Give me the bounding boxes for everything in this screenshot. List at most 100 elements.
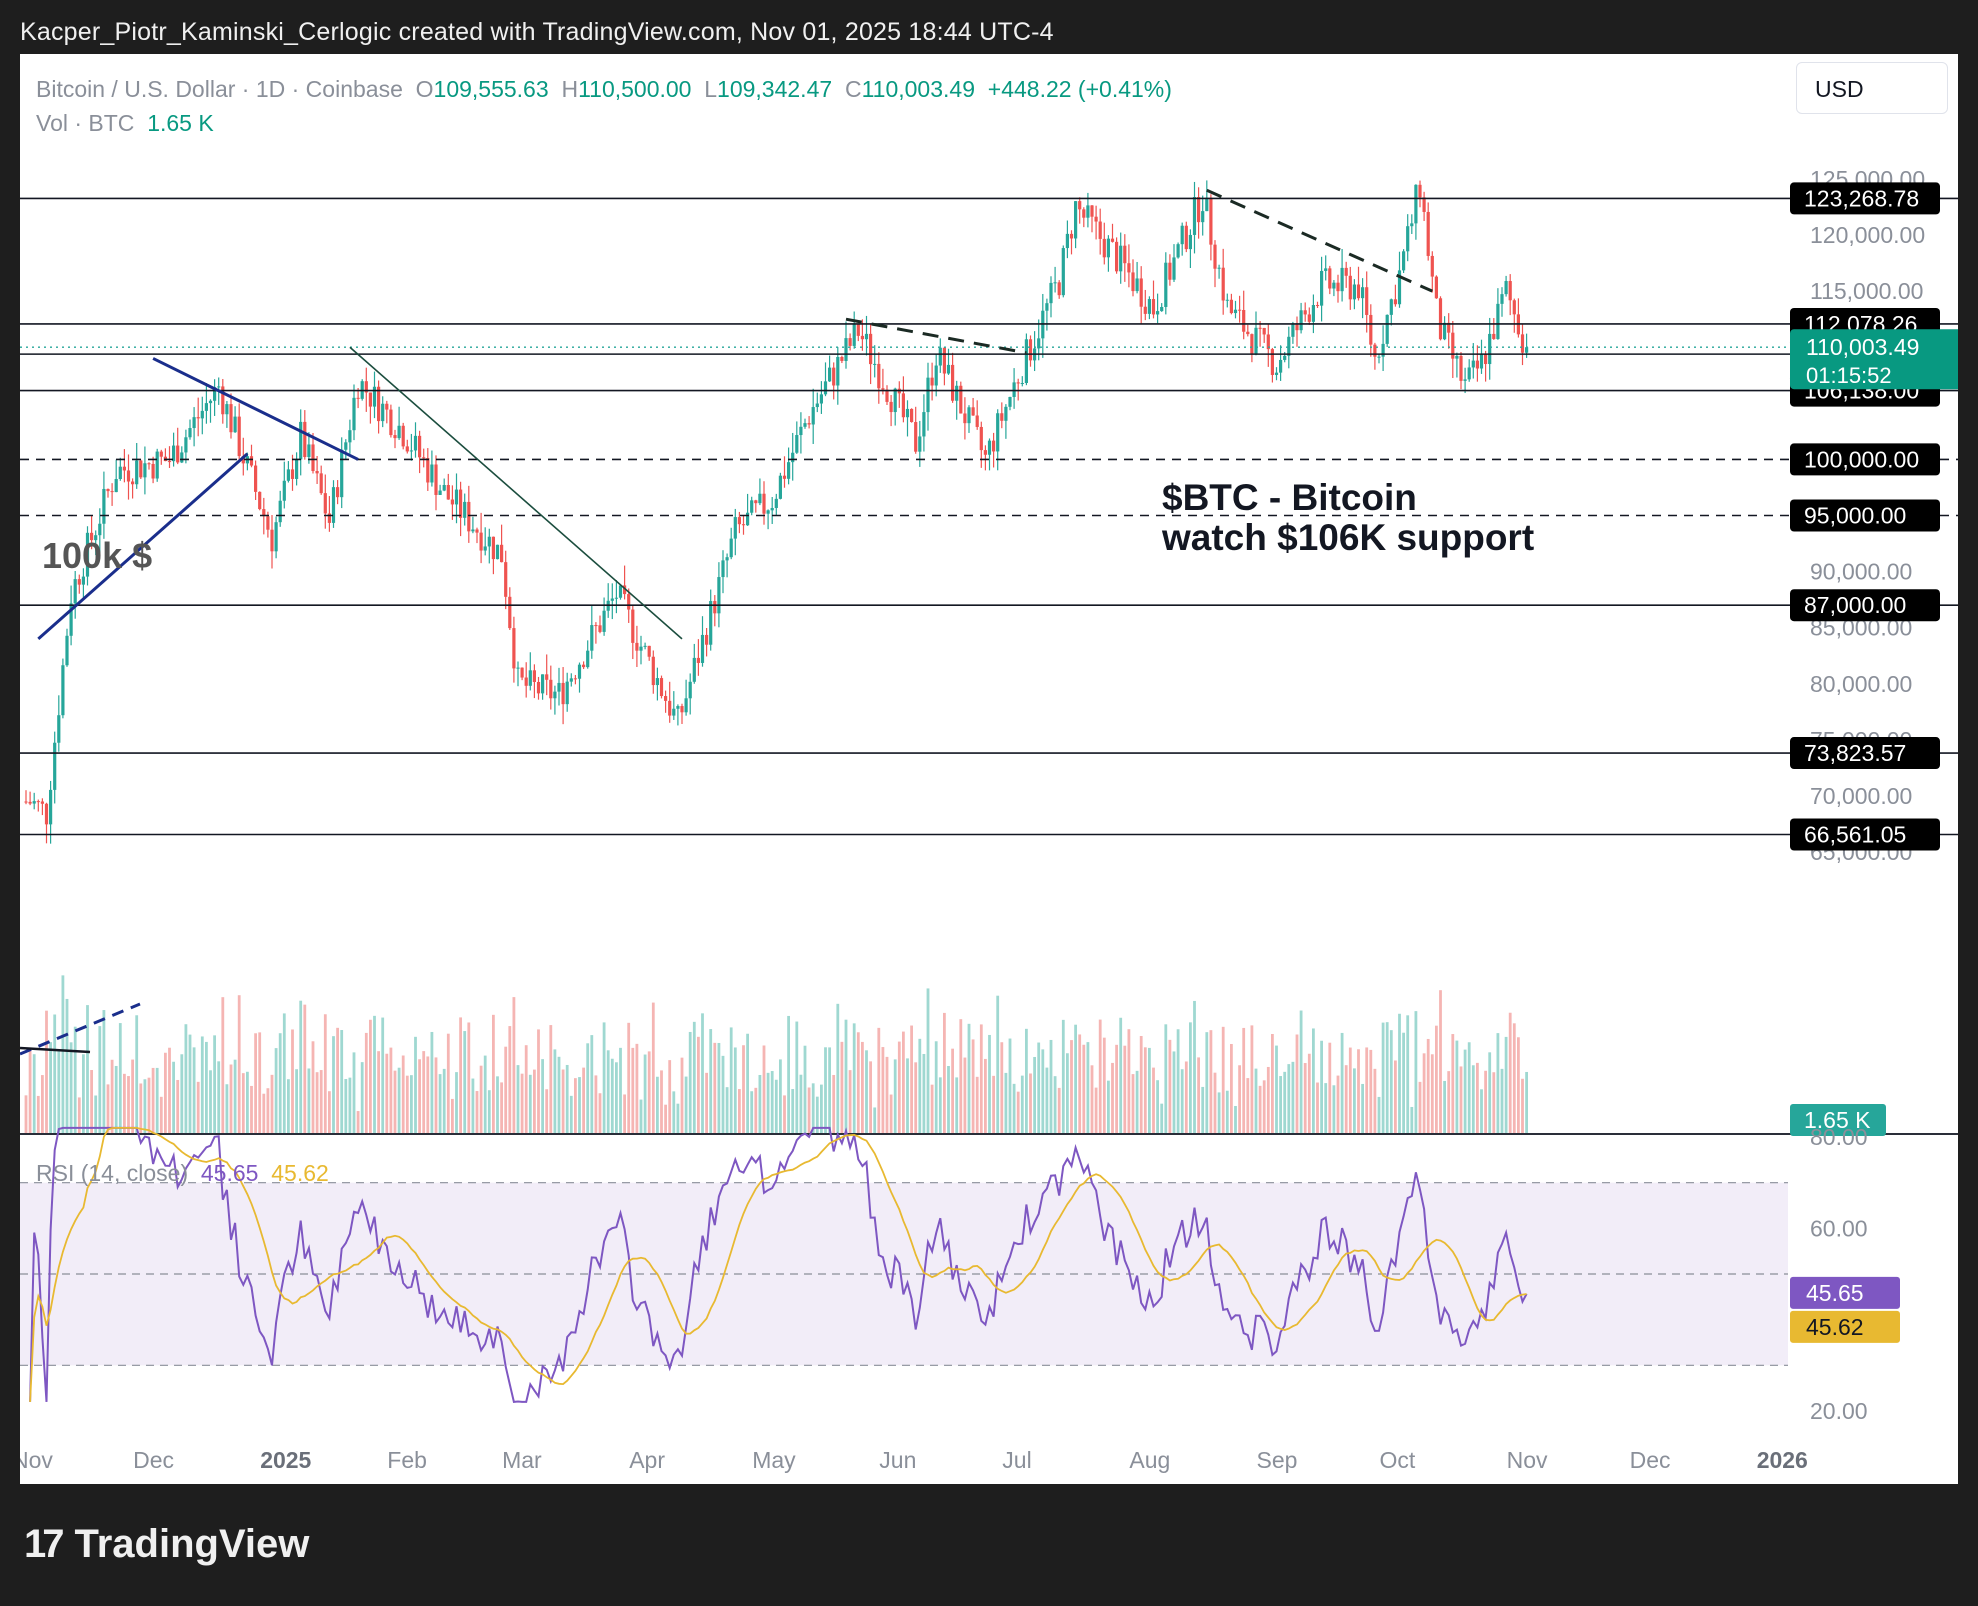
candle-body (311, 444, 315, 472)
candle-body (1000, 413, 1004, 421)
candle-body (926, 377, 930, 413)
candle-body (303, 421, 307, 458)
volume-bar (467, 1022, 471, 1133)
candle-body (422, 457, 426, 459)
volume-bar (1459, 1066, 1463, 1133)
candle-body (819, 394, 823, 404)
volume-bar (487, 1090, 491, 1133)
candle-body (508, 596, 512, 629)
volume-bar (1484, 1070, 1487, 1133)
candle-body (69, 603, 73, 636)
candle-body (803, 423, 807, 427)
candle-body (1160, 306, 1164, 312)
volume-bar (483, 1055, 487, 1133)
volume-bar (610, 1058, 614, 1133)
volume-badge-label: 1.65 K (1804, 1107, 1871, 1133)
candle-body (24, 801, 28, 803)
volume-bar (836, 1003, 840, 1133)
candle-body (106, 488, 110, 492)
candle-body (1455, 355, 1459, 359)
volume-bar (1012, 1083, 1016, 1133)
candle-body (368, 392, 372, 407)
volume-bar (430, 1031, 434, 1133)
rsi-tick-label: 60.00 (1810, 1215, 1868, 1241)
volume-bar (606, 1050, 610, 1133)
volume-bar (323, 1014, 327, 1133)
candle-body (746, 512, 750, 526)
volume-bar (1119, 1017, 1123, 1133)
volume-bar (1070, 1040, 1073, 1133)
volume-bar (688, 1031, 692, 1133)
volume-bar (188, 1034, 192, 1133)
volume-bar (1020, 1075, 1024, 1133)
volume-bar (446, 1033, 450, 1133)
candle-body (1332, 282, 1336, 289)
candle-body (110, 491, 114, 493)
candle-body (1373, 344, 1377, 357)
candle-body (459, 489, 463, 518)
volume-bar (1320, 1040, 1323, 1133)
candle-body (750, 500, 754, 513)
volume-bar (1500, 1068, 1504, 1133)
volume-bar (1303, 1063, 1307, 1133)
candle-body (832, 367, 836, 386)
time-tick-label: Mar (502, 1447, 542, 1473)
volume-bar (98, 1026, 102, 1133)
candle-body (1426, 211, 1430, 256)
chart-panel[interactable]: 125,000.00 120,000.00 115,000.00 90,000.00 8… (20, 54, 1958, 1484)
candle-body (180, 452, 184, 463)
volume-bar (590, 1035, 594, 1133)
candle-body (487, 536, 491, 547)
volume-bar (438, 1074, 442, 1133)
volume-bar (1004, 1072, 1008, 1133)
candle-body (1356, 284, 1361, 299)
volume-bar (209, 1070, 212, 1133)
volume-bar (139, 1083, 143, 1133)
candle-body (770, 507, 774, 511)
volume-bar (963, 1057, 967, 1133)
candle-body (204, 403, 208, 411)
volume-bar (1246, 1078, 1250, 1133)
candle-body (815, 403, 819, 408)
volume-bar (159, 1096, 163, 1133)
price-chart[interactable]: 125,000.00120,000.00115,000.0090,000.008… (20, 54, 1958, 1484)
volume-bar (61, 975, 65, 1133)
volume-bar (1418, 1081, 1422, 1133)
volume-bar (746, 1033, 749, 1133)
volume-bar (668, 1060, 672, 1133)
volume-bar (270, 1074, 274, 1133)
currency-button[interactable]: USD (1796, 62, 1948, 114)
volume-bar (619, 1047, 622, 1133)
volume-bar (647, 1051, 651, 1133)
candle-body (676, 706, 680, 709)
candle-body (217, 386, 221, 388)
candle-body (1365, 287, 1369, 315)
volume-bar (1082, 1044, 1086, 1133)
candle-body (1397, 270, 1402, 305)
candle-body (196, 417, 200, 419)
candle-body (413, 435, 418, 451)
candle-body (680, 706, 684, 713)
volume-bar (373, 1015, 376, 1133)
volume-bar (295, 1069, 298, 1133)
volume-bar (1094, 1087, 1098, 1133)
candle-body (1393, 299, 1397, 305)
volume-bar (168, 1047, 171, 1133)
level-badge (1790, 499, 1940, 532)
candle-body (1406, 226, 1410, 252)
volume-bar (1127, 1029, 1131, 1133)
volume-bar (852, 1023, 856, 1133)
volume-bar (57, 1050, 61, 1133)
volume-bar (881, 1047, 885, 1133)
candle-body (282, 480, 286, 501)
tradingview-logo[interactable]: 17 TradingView (24, 1522, 309, 1567)
candle-body (475, 529, 479, 533)
candle-body (44, 803, 49, 825)
volume-bar (856, 1032, 860, 1133)
candle-body (504, 562, 508, 597)
candle-body (1348, 275, 1352, 300)
volume-bar (615, 1062, 618, 1133)
time-tick-label: Apr (629, 1447, 665, 1473)
candle-body (1500, 294, 1504, 304)
volume-bar (1525, 1071, 1528, 1133)
